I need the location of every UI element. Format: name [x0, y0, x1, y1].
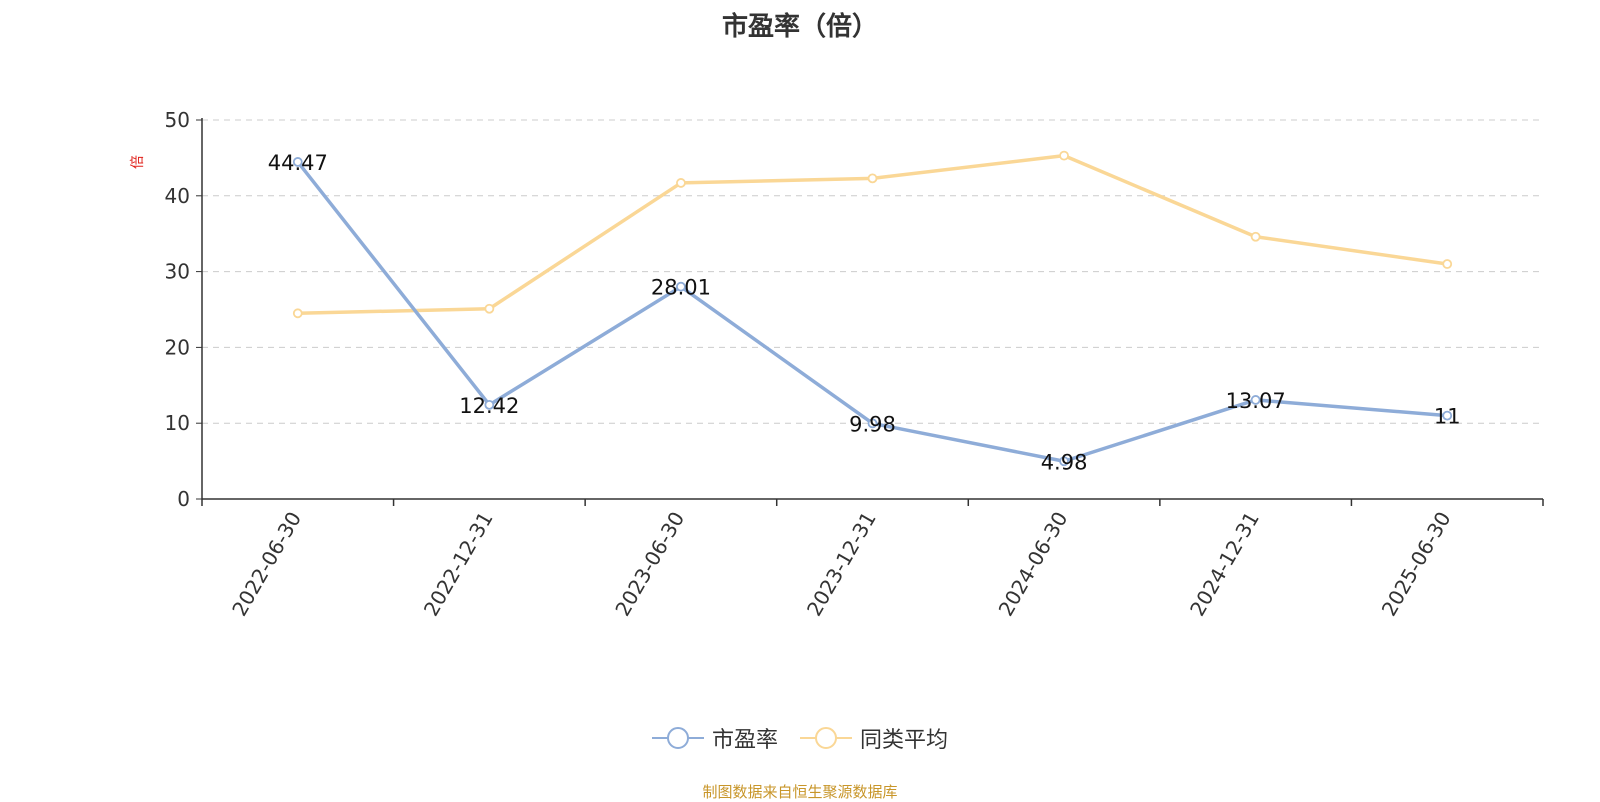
- y-tick-label: 50: [165, 108, 190, 132]
- data-point[interactable]: [292, 308, 303, 319]
- series-lines: [292, 150, 1453, 467]
- legend-pe-line-icon: [651, 727, 704, 749]
- data-point[interactable]: [676, 281, 686, 292]
- data-point[interactable]: [484, 399, 495, 410]
- y-tick-label: 20: [165, 335, 190, 359]
- chart-title: 市盈率（倍）: [721, 12, 878, 42]
- legend-pe-label: 市盈率: [711, 728, 778, 753]
- data-point[interactable]: [1250, 231, 1261, 242]
- data-point[interactable]: [867, 418, 878, 429]
- data-label: 4.98: [1041, 450, 1088, 474]
- data-point[interactable]: [676, 178, 686, 188]
- y-tick-label: 40: [165, 184, 190, 208]
- legend-avg-label: 同类平均: [860, 728, 949, 753]
- legend: 市盈率 同类平均: [0, 722, 1600, 754]
- data-label: 44.47: [268, 151, 328, 175]
- legend-item-peer-average[interactable]: 同类平均: [800, 722, 948, 754]
- legend-item-pe[interactable]: 市盈率: [651, 722, 778, 754]
- data-point[interactable]: [1059, 150, 1069, 161]
- x-tick-label: 2025-06-30: [1377, 508, 1456, 621]
- data-point[interactable]: [1250, 395, 1261, 405]
- data-label: 12.42: [459, 394, 519, 418]
- x-tick-label: 2024-06-30: [993, 508, 1072, 621]
- data-label: 13.07: [1226, 389, 1286, 413]
- legend-avg-line-icon: [800, 727, 852, 749]
- data-labels: 44.47 12.42 28.01 9.98 4.98 13.07 11: [268, 151, 1461, 474]
- source-note: 制图数据来自恒生聚源数据库: [702, 783, 898, 801]
- data-point[interactable]: [292, 157, 303, 167]
- grid-lines: [202, 119, 1543, 424]
- x-tick-label: 2022-06-30: [227, 508, 306, 621]
- x-tick-label: 2023-12-31: [802, 508, 881, 621]
- data-label: 9.98: [849, 412, 896, 436]
- x-tick-label: 2023-06-30: [610, 508, 689, 621]
- x-tick-label: 2022-12-31: [419, 508, 498, 621]
- data-label: 11: [1434, 405, 1461, 429]
- x-tick-label: 2024-12-31: [1185, 508, 1264, 621]
- data-point[interactable]: [484, 303, 495, 314]
- y-tick-label: 10: [165, 411, 190, 435]
- axes: 0 10 20 30 40 50 2022-06-30 2022-12-31 2023-06-3…: [165, 108, 1544, 621]
- data-point[interactable]: [1059, 456, 1069, 467]
- y-tick-label: 0: [177, 487, 190, 511]
- y-tick-label: 30: [165, 260, 190, 284]
- data-point[interactable]: [867, 173, 878, 184]
- y-unit-label: 倍: [130, 155, 146, 169]
- data-point[interactable]: [1442, 410, 1453, 421]
- data-label: 28.01: [651, 276, 711, 300]
- data-point[interactable]: [1442, 259, 1453, 269]
